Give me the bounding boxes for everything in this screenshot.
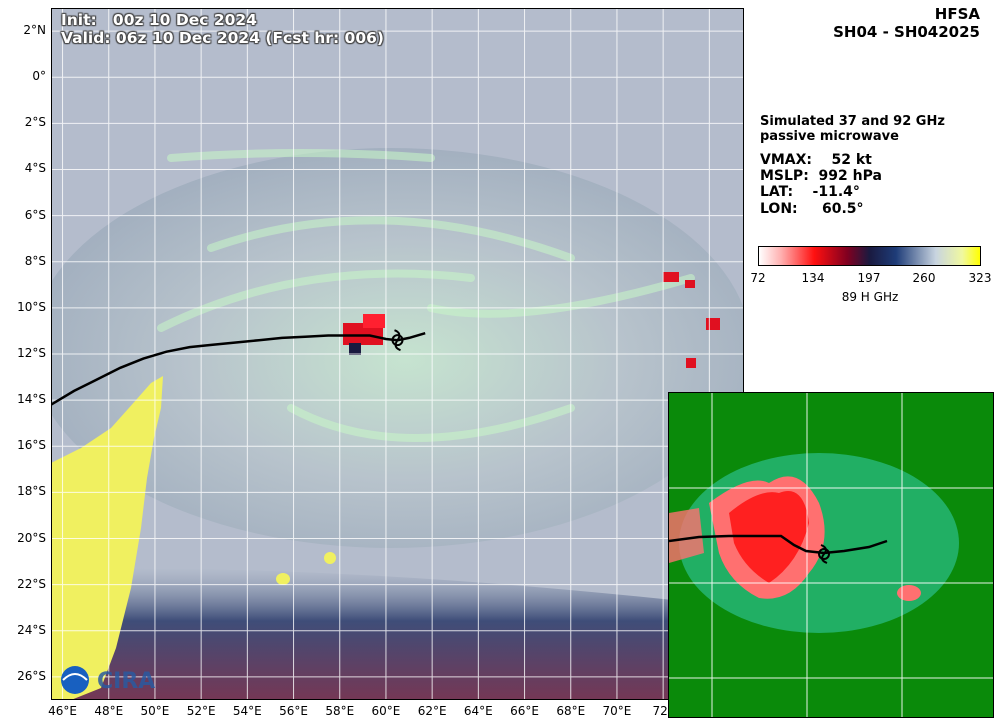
lat-tick-label: 2°S — [24, 115, 46, 130]
lat-tick-label: 20°S — [17, 530, 46, 545]
product-line-1: Simulated 37 and 92 GHz — [760, 114, 945, 129]
lon-tick-label: 70°E — [602, 704, 632, 718]
lat-tick-label: 16°S — [17, 438, 46, 453]
lat-tick-label: 4°S — [24, 161, 46, 176]
lon-tick-label: 62°E — [417, 704, 447, 718]
cira-logo-icon: CIRA — [61, 666, 155, 694]
lon-tick-label: 46°E — [48, 704, 77, 718]
colorbar-tick: 260 — [912, 271, 936, 285]
colorbar-tick: 72 — [750, 271, 766, 285]
product-line-2: passive microwave — [760, 129, 899, 144]
logo-text: CIRA — [97, 669, 155, 694]
mslp-readout: MSLP: 992 hPa — [760, 168, 882, 184]
lon-tick-label: 68°E — [556, 704, 586, 718]
lon-readout: LON: 60.5° — [760, 201, 864, 217]
lon-tick-label: 48°E — [94, 704, 124, 718]
lat-tick-label: 14°S — [17, 392, 46, 407]
lon-tick-label: 64°E — [463, 704, 493, 718]
lon-tick-label: 60°E — [371, 704, 401, 718]
inset-map — [668, 392, 994, 718]
madagascar-land — [51, 376, 163, 700]
storm-track — [51, 332, 426, 406]
graticule — [51, 8, 744, 700]
lon-tick-label: 52°E — [186, 704, 216, 718]
main-map: CIRA — [51, 8, 744, 700]
storm-id: SH04 - SH042025 — [833, 23, 980, 41]
storm-center-icon — [391, 329, 404, 352]
vmax-readout: VMAX: 52 kt — [760, 152, 872, 168]
colorbar-tick: 197 — [857, 271, 881, 285]
lat-tick-label: 10°S — [17, 299, 46, 314]
lat-tick-label: 12°S — [17, 346, 46, 360]
model-name: HFSA — [934, 5, 980, 23]
lon-tick-label: 54°E — [232, 704, 262, 718]
lon-tick-label: 56°E — [279, 704, 308, 718]
colorbar-tick: 134 — [801, 271, 825, 285]
lat-tick-label: 0° — [32, 69, 46, 84]
lat-tick-label: 22°S — [17, 576, 46, 591]
colorbar — [758, 246, 981, 266]
lat-tick-label: 2°N — [23, 23, 46, 38]
valid-time: Valid: 06z 10 Dec 2024 (Fcst hr: 006) — [61, 29, 384, 47]
lat-tick-label: 26°S — [17, 668, 46, 683]
lat-tick-label: 18°S — [17, 484, 46, 499]
colorbar-tick: 323 — [968, 271, 992, 285]
lon-tick-label: 58°E — [325, 704, 355, 718]
init-time: Init: 00z 10 Dec 2024 — [61, 11, 257, 29]
lat-readout: LAT: -11.4° — [760, 184, 860, 200]
colorbar-label: 89 H GHz — [841, 290, 899, 304]
lat-tick-label: 8°S — [24, 253, 46, 268]
lat-tick-label: 24°S — [17, 622, 46, 637]
lon-tick-label: 50°E — [140, 704, 170, 718]
lat-tick-label: 6°S — [24, 207, 46, 222]
lon-tick-label: 66°E — [510, 704, 539, 718]
